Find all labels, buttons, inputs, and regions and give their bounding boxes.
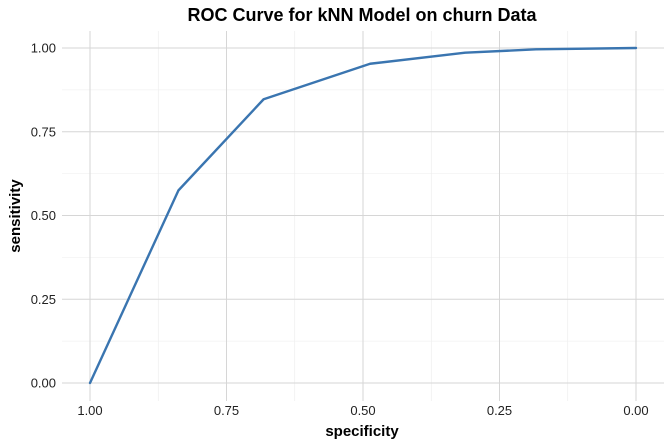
y-tick-label: 0.25 (31, 292, 56, 307)
x-tick-label: 0.00 (623, 403, 648, 418)
x-tick-label: 1.00 (77, 403, 102, 418)
x-tick-label: 0.25 (487, 403, 512, 418)
roc-curve-line (88, 46, 638, 385)
series-layer (88, 46, 638, 385)
x-tick-label: 0.75 (214, 403, 239, 418)
y-tick-label: 0.50 (31, 208, 56, 223)
x-tick-label: 0.50 (350, 403, 375, 418)
y-tick-label: 0.00 (31, 376, 56, 391)
grid-major (62, 31, 664, 401)
x-axis-ticks: 1.00 0.75 0.50 0.25 0.00 (77, 403, 648, 418)
y-axis-title: sensitivity (7, 179, 24, 253)
chart-title: ROC Curve for kNN Model on churn Data (187, 5, 537, 25)
y-tick-label: 0.75 (31, 124, 56, 139)
x-axis-title: specificity (325, 423, 399, 440)
y-tick-label: 1.00 (31, 41, 56, 56)
y-axis-ticks: 0.00 0.25 0.50 0.75 1.00 (31, 41, 56, 391)
